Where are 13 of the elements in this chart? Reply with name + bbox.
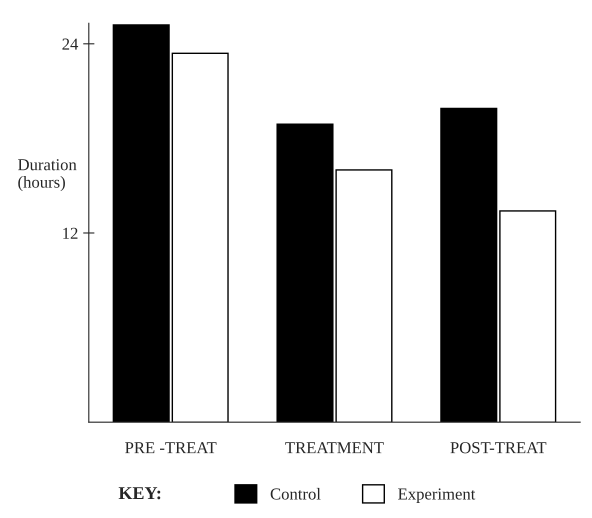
bar bbox=[276, 124, 334, 422]
bar bbox=[335, 169, 392, 422]
y-axis-title: Duration (hours) bbox=[18, 159, 77, 192]
bar bbox=[172, 52, 229, 422]
legend-title: KEY: bbox=[118, 487, 160, 500]
x-tick-label: POST-TREAT bbox=[450, 442, 546, 454]
y-tick-label: 24 bbox=[62, 38, 78, 50]
x-tick-label: TREATMENT bbox=[285, 442, 384, 454]
bar bbox=[112, 24, 170, 422]
x-tick-label: PRE -TREAT bbox=[125, 442, 216, 454]
legend-label: Experiment bbox=[398, 488, 476, 503]
legend-label: Control bbox=[270, 488, 321, 500]
y-tick-label: 12 bbox=[63, 228, 78, 239]
